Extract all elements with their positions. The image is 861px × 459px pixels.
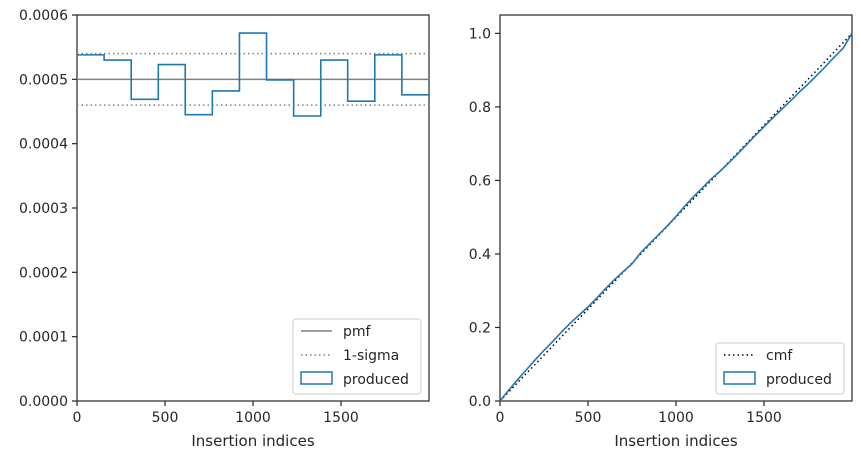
legend-produced-swatch-right [723,371,756,385]
x-axis-right: 0 500 1000 1500 [496,401,782,426]
x-axis-left: 0 500 1000 1500 [73,401,359,426]
y-tick-label: 0.4 [469,247,491,263]
y-tick-label: 0.0004 [19,137,68,153]
y-tick-label: 0.0001 [19,330,68,346]
x-tick-label: 1500 [746,410,782,426]
y-tick-label: 0.0005 [19,72,68,88]
x-tick-label: 1000 [235,410,271,426]
marks-right [499,32,853,402]
x-tick-label: 0 [496,410,505,426]
legend-pmf-label: pmf [343,324,372,340]
legend-cmf-label: cmf [766,348,793,364]
cmf-line [499,32,853,402]
x-axis-label-right: Insertion indices [614,432,737,450]
x-axis-label-left: Insertion indices [191,432,314,450]
legend-box-left [292,318,422,395]
cmf-chart: 0.0 0.2 0.4 0.6 0.8 1.0 0 500 1000 1500 Insertio… [469,14,853,450]
legend-produced-label-right: produced [766,372,832,388]
x-tick-label: 1000 [658,410,694,426]
x-tick-label: 500 [152,410,179,426]
y-tick-label: 0.0003 [19,201,68,217]
y-axis-left: 0.0000 0.0001 0.0002 0.0003 0.0004 0.0005 0.00… [19,8,77,410]
x-tick-label: 0 [73,410,82,426]
legend-sigma-label: 1-sigma [343,348,399,364]
y-tick-label: 0.2 [469,320,491,336]
y-tick-label: 0.6 [469,173,491,189]
legend-produced-label-left: produced [343,372,409,388]
y-tick-label: 0.0 [469,394,491,410]
y-tick-label: 1.0 [469,26,491,42]
y-tick-label: 0.8 [469,100,491,116]
y-tick-label: 0.0000 [19,394,68,410]
legend-left: pmf 1-sigma produced [292,318,422,395]
y-tick-label: 0.0002 [19,265,68,281]
y-tick-label: 0.0006 [19,8,68,24]
pmf-histogram-chart: 0.0000 0.0001 0.0002 0.0003 0.0004 0.0005 0.00… [19,8,430,450]
legend-right: cmf produced [715,342,845,395]
produced-cdf-line [499,32,853,402]
produced-histogram [77,32,429,117]
plot-frame-right [499,14,853,402]
x-tick-label: 500 [575,410,602,426]
y-axis-right: 0.0 0.2 0.4 0.6 0.8 1.0 [469,26,500,410]
marks-left [77,32,429,117]
x-tick-label: 1500 [323,410,359,426]
legend-produced-swatch-left [300,371,333,385]
